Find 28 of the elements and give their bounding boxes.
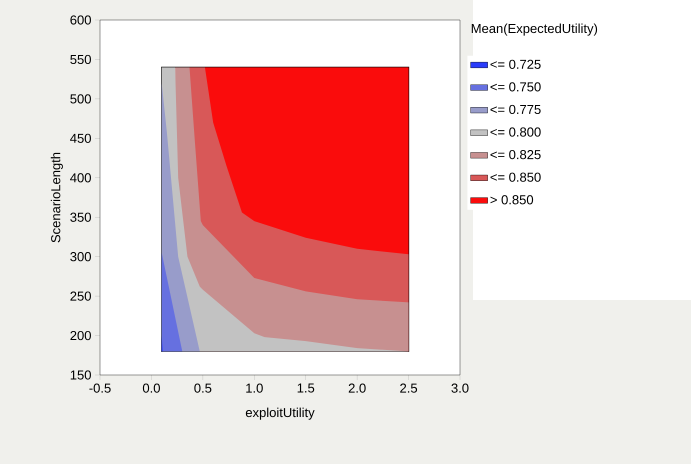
- x-tick-label: 0.5: [194, 384, 212, 393]
- y-axis-title: ScenarioLength: [50, 152, 63, 242]
- x-tick-label: 3.0: [451, 384, 469, 393]
- x-tick-label: 2.0: [348, 384, 366, 393]
- legend-title: Mean(ExpectedUtility): [472, 24, 598, 36]
- y-tick-label: 500: [70, 94, 91, 104]
- x-tick-label: 2.5: [400, 384, 418, 393]
- x-tick-label: -0.5: [89, 384, 111, 393]
- y-tick-label: 300: [70, 252, 91, 262]
- y-tick-label: 600: [70, 15, 91, 25]
- y-tick-label: 150: [70, 370, 91, 380]
- y-tick-label: 200: [70, 330, 91, 340]
- legend-label: <= 0.750: [490, 82, 541, 92]
- legend-label: <= 0.825: [490, 150, 541, 160]
- y-tick-label: 400: [70, 173, 91, 182]
- legend-label: <= 0.775: [490, 104, 541, 114]
- legend-label: <= 0.800: [490, 127, 541, 137]
- y-tick-label: 550: [70, 54, 91, 64]
- legend-label: <= 0.850: [490, 172, 541, 182]
- y-tick-label: 450: [70, 134, 91, 143]
- x-tick-label: 1.5: [298, 384, 314, 393]
- legend-label: > 0.850: [490, 195, 534, 204]
- y-tick-label: 250: [70, 292, 91, 301]
- y-tick-label: 350: [70, 212, 91, 222]
- legend-label: <= 0.725: [490, 60, 541, 69]
- x-axis-title: exploitUtility: [246, 408, 315, 420]
- x-tick-label: 0.0: [142, 384, 160, 393]
- x-tick-label: 1.0: [246, 384, 263, 393]
